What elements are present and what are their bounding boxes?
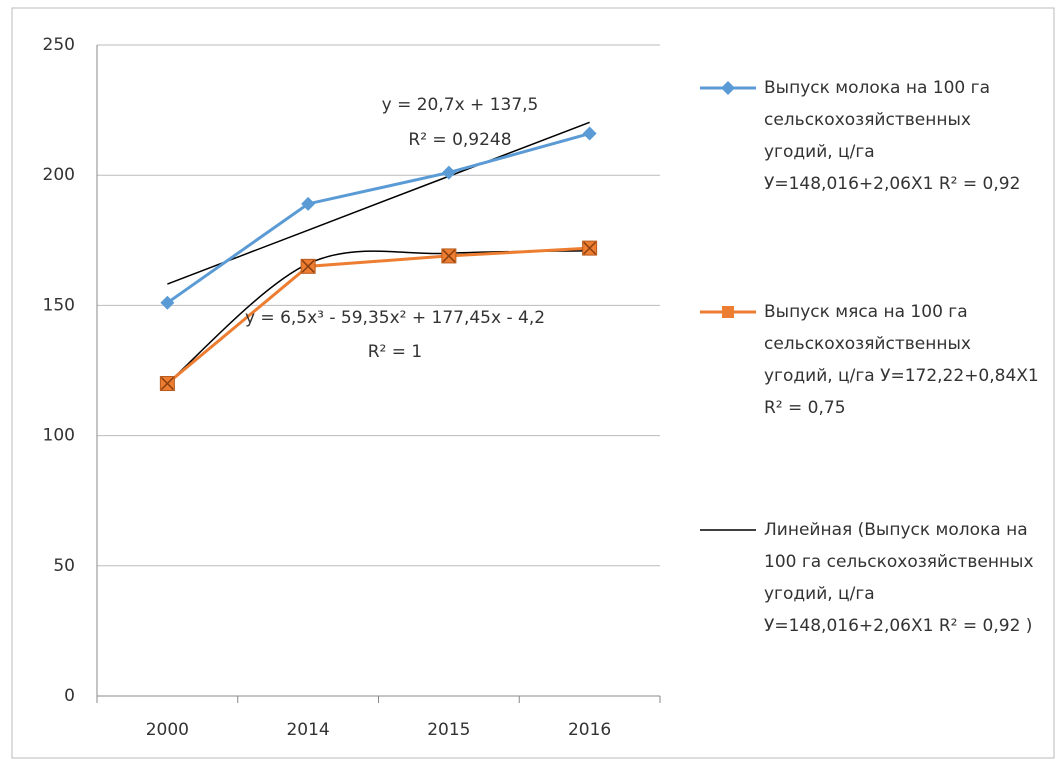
- trend-r2: R² = 0,9248: [408, 130, 511, 150]
- y-tick-label: 100: [43, 426, 75, 446]
- marker: [441, 165, 456, 180]
- x-tick-label: 2015: [427, 720, 470, 740]
- marker: [160, 295, 175, 310]
- x-tick-label: 2000: [146, 720, 189, 740]
- y-tick-label: 150: [43, 295, 75, 315]
- trend-equation: y = 20,7x + 137,5: [382, 95, 539, 115]
- marker: [441, 248, 457, 264]
- marker-cross: [442, 249, 456, 263]
- legend-swatch: [700, 81, 756, 95]
- marker-cross: [583, 241, 597, 255]
- legend-marker: [721, 81, 735, 95]
- legend-label: Выпуск мяса на 100 га сельскохозяйственн…: [764, 302, 1039, 418]
- trend-equation: y = 6,5x³ - 59,35x² + 177,45x - 4,2: [245, 308, 545, 328]
- marker: [300, 258, 316, 274]
- legend-label: Линейная (Выпуск молока на 100 га сельск…: [764, 520, 1034, 636]
- legend-marker: [722, 306, 734, 318]
- legend-item: Выпуск молока на 100 га сельскохозяйстве…: [700, 72, 1040, 200]
- legend-item: Выпуск мяса на 100 га сельскохозяйственн…: [700, 296, 1040, 424]
- trendline: [167, 121, 590, 285]
- trend-r2: R² = 1: [368, 342, 423, 362]
- chart-border: [11, 7, 1055, 759]
- y-tick-label: 50: [53, 556, 75, 576]
- x-tick-label: 2016: [568, 720, 611, 740]
- marker-cross: [301, 259, 315, 273]
- legend-item: Линейная (Выпуск молока на 100 га сельск…: [700, 514, 1040, 642]
- series-line: [166, 132, 591, 305]
- marker: [582, 240, 598, 256]
- legend-swatch: [700, 306, 756, 318]
- x-tick-label: 2014: [286, 720, 329, 740]
- marker: [582, 126, 597, 141]
- y-tick-label: 200: [43, 165, 75, 185]
- y-tick-label: 250: [43, 35, 75, 55]
- marker: [159, 376, 175, 392]
- marker: [301, 196, 316, 211]
- marker-cross: [160, 376, 174, 391]
- legend-label: Выпуск молока на 100 га сельскохозяйстве…: [764, 78, 1021, 194]
- legend-swatch: [700, 529, 756, 531]
- series-line: [166, 246, 590, 385]
- y-tick-label: 0: [64, 686, 75, 706]
